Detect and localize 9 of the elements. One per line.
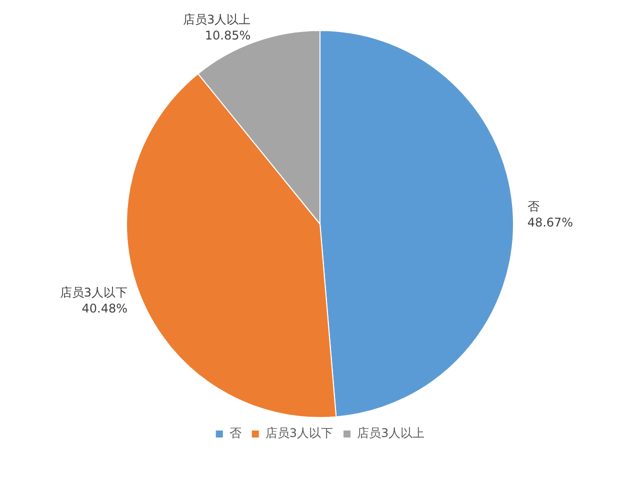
slice-label: 否 — [527, 199, 540, 214]
legend-label: 否 — [229, 426, 242, 440]
data-label: 40.48% — [82, 302, 128, 316]
slice-label: 店员3人以下 — [60, 286, 128, 300]
slice-label: 店员3人以上 — [182, 12, 251, 27]
data-label: 48.67% — [527, 215, 574, 230]
legend-label: 店员3人以上 — [357, 426, 425, 440]
legend-label: 店员3人以下 — [265, 426, 334, 440]
data-label: 10.85% — [204, 28, 251, 43]
